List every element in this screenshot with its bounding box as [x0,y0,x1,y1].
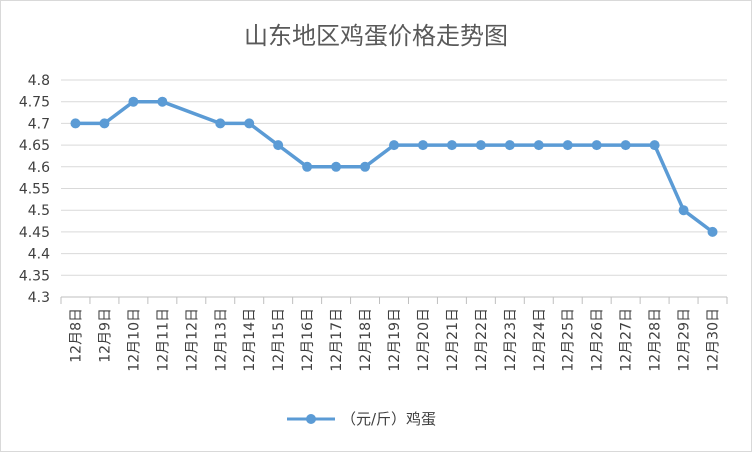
legend: （元/斤）鸡蛋 [287,410,436,428]
y-tick-label: 4.7 [28,116,50,132]
x-tick-label: 12月21日 [445,308,461,372]
data-point [649,140,660,151]
x-tick-label: 12月10日 [126,308,142,372]
legend-label: （元/斤）鸡蛋 [341,410,436,428]
data-point [70,118,81,129]
y-tick-label: 4.75 [19,95,50,111]
series-line [75,99,714,234]
y-tick-label: 4.3 [28,290,50,306]
data-point [389,140,399,151]
chart-title: 山东地区鸡蛋价格走势图 [244,22,508,50]
data-point [533,140,544,151]
data-point [244,118,255,129]
x-tick-label: 12月26日 [590,308,606,372]
grid-lines [61,79,727,298]
data-point [302,161,313,172]
data-point [475,140,486,151]
data-point [620,140,631,151]
y-tick-label: 4.35 [19,268,50,284]
data-point [678,205,689,216]
data-point [591,140,602,151]
y-tick-label: 4.55 [19,182,50,198]
y-tick-label: 4.45 [19,225,50,241]
data-point [446,140,457,151]
data-point [707,226,718,237]
y-tick-label: 4.6 [28,160,50,176]
x-tick-label: 12月12日 [184,308,200,372]
y-tick-label: 4.65 [19,138,50,154]
x-tick-label: 12月15日 [271,308,287,372]
x-tick-label: 12月29日 [677,308,693,372]
data-point [215,118,226,129]
x-tick-label: 12月20日 [416,308,432,372]
series-layer [70,96,718,237]
data-point [360,161,371,172]
y-tick-label: 4.8 [28,73,50,89]
x-tick-label: 12月17日 [329,308,345,372]
x-tick-label: 12月9日 [97,308,113,363]
data-point [157,96,168,107]
x-tick-label: 12月16日 [300,308,316,372]
x-tick-label: 12月24日 [532,308,548,372]
x-tick-label: 12月13日 [213,308,229,372]
x-tick-label: 12月25日 [561,308,577,372]
x-tick-label: 12月11日 [155,308,171,372]
x-tick-label: 12月19日 [387,308,403,372]
x-tick-label: 12月28日 [648,308,664,372]
x-tick-label: 12月8日 [68,308,84,363]
x-tick-label: 12月14日 [242,308,258,372]
x-tick-label: 12月22日 [474,308,490,372]
x-tick-label: 12月30日 [706,308,722,372]
data-point [273,140,284,151]
y-tick-label: 4.5 [28,203,50,219]
data-point [417,140,428,151]
data-point [504,140,515,151]
legend-marker [306,414,316,424]
y-axis-ticks: 4.3 4.35 4.4 4.45 4.5 4.55 4.6 4.65 4.7 4.75 4.8 [19,73,50,306]
x-axis: 12月8日 12月9日 12月10日 12月11日 12月12日 12月13日 12月14日… [60,296,728,372]
data-point [331,161,342,172]
x-tick-label: 12月23日 [503,308,519,372]
x-tick-label: 12月27日 [619,308,635,372]
data-point [562,140,573,151]
data-point [128,96,139,107]
x-tick-label: 12月18日 [358,308,374,372]
y-tick-label: 4.4 [28,247,50,263]
data-point [99,118,110,129]
